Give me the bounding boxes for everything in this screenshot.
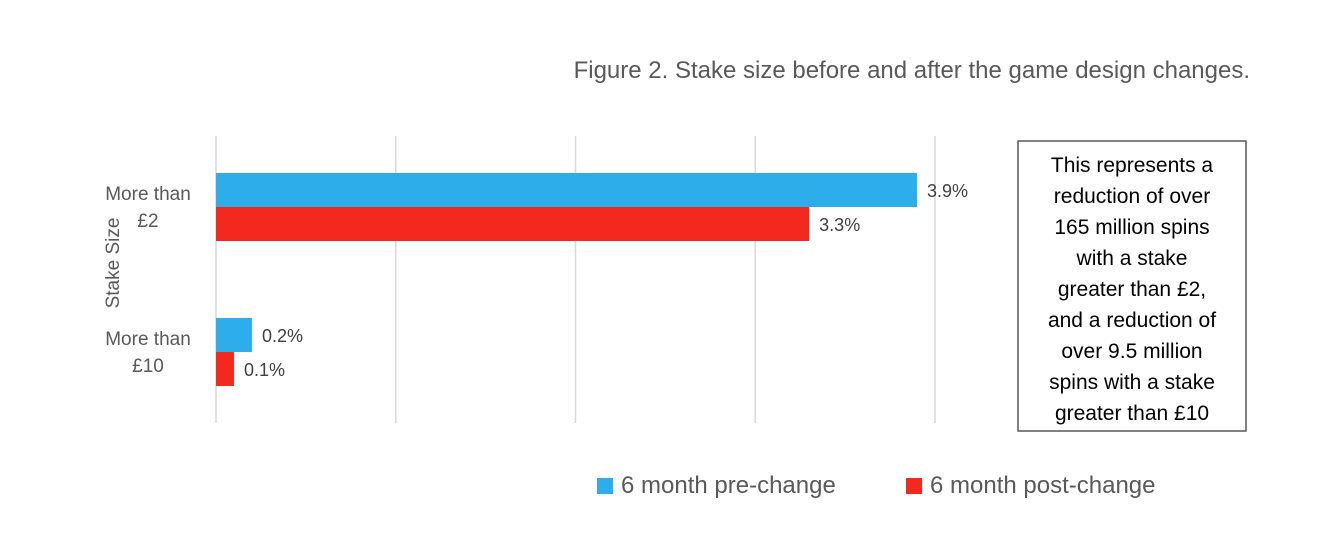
annotation-line: greater than £2, <box>1058 278 1206 301</box>
annotation-line: 165 million spins <box>1054 216 1209 239</box>
annotation-line: This represents a <box>1051 154 1214 177</box>
category-label: £10 <box>132 356 164 377</box>
data-label: 3.9% <box>927 181 968 201</box>
annotation-line: spins with a stake <box>1049 371 1215 394</box>
bar-post-1 <box>216 352 234 386</box>
annotation-line: greater than £10 <box>1055 402 1209 425</box>
legend-swatch <box>597 478 613 494</box>
category-label: £2 <box>137 211 158 232</box>
category-labels: More than £2 More than £10 <box>105 184 191 377</box>
bars: 3.9% 0.2% 3.3% 0.1% <box>216 173 968 386</box>
annotation-line: with a stake <box>1076 247 1188 270</box>
legend: 6 month pre-change 6 month post-change <box>597 472 1155 499</box>
category-label: More than <box>105 329 191 350</box>
y-axis-label: Stake Size <box>103 218 124 309</box>
annotation-line: reduction of over <box>1054 185 1210 208</box>
category-label: More than <box>105 184 191 205</box>
data-label: 0.2% <box>262 326 303 346</box>
legend-swatch <box>906 478 922 494</box>
annotation-line: over 9.5 million <box>1061 340 1202 363</box>
legend-label: 6 month pre-change <box>621 472 836 499</box>
bar-pre-0 <box>216 173 918 207</box>
annotation-box: This represents a reduction of over 165 mi… <box>1017 140 1247 432</box>
chart-title: Figure 2. Stake size before and after th… <box>574 57 1250 84</box>
data-label: 0.1% <box>244 360 285 380</box>
legend-label: 6 month post-change <box>930 472 1155 499</box>
bar-pre-1 <box>216 318 252 352</box>
annotation-border <box>1017 140 1247 432</box>
data-label: 3.3% <box>819 215 860 235</box>
bar-post-0 <box>216 207 810 241</box>
annotation-line: and a reduction of <box>1048 309 1216 332</box>
